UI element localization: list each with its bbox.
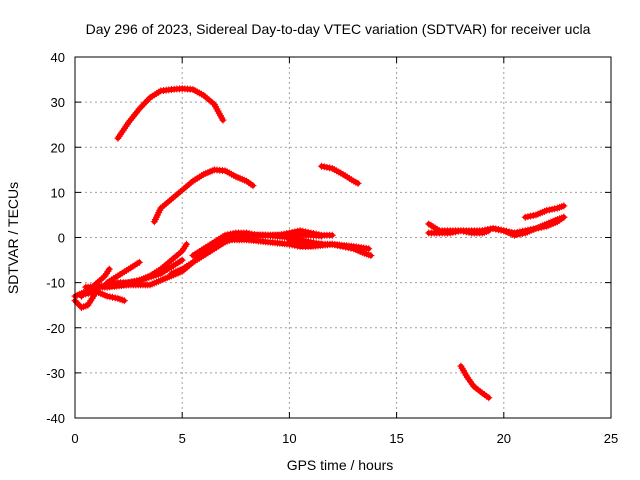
y-tick-label: -40 — [46, 411, 65, 426]
series-arc-20 — [457, 362, 493, 402]
plus-markers — [285, 236, 375, 260]
x-tick-label: 15 — [389, 431, 403, 446]
x-tick-label: 10 — [282, 431, 296, 446]
series-arc-8 — [103, 258, 143, 287]
y-tick-label: -30 — [46, 366, 65, 381]
y-tick-label: 10 — [51, 185, 65, 200]
series-arc-10 — [135, 240, 190, 284]
plus-markers — [478, 213, 568, 239]
plus-markers — [318, 162, 362, 187]
y-tick-label: -10 — [46, 276, 65, 291]
plus-markers — [114, 85, 227, 142]
chart-title: Day 296 of 2023, Sidereal Day-to-day VTE… — [86, 21, 591, 37]
x-tick-label: 0 — [71, 431, 78, 446]
series-arc-1 — [114, 85, 227, 142]
y-tick-label: 40 — [51, 50, 65, 65]
data-layer — [71, 85, 568, 402]
series-line — [104, 259, 142, 286]
grid — [75, 57, 611, 418]
series-arc-19 — [521, 202, 568, 221]
y-axis-label: SDTVAR / TECUs — [5, 182, 21, 294]
x-tick-label: 5 — [179, 431, 186, 446]
y-tick-label: 30 — [51, 95, 65, 110]
plus-markers — [135, 240, 190, 284]
series-arc-3 — [318, 162, 362, 187]
x-tick-label: 25 — [604, 431, 618, 446]
plus-markers — [103, 258, 143, 287]
plus-markers — [457, 362, 493, 402]
series-arc-7 — [77, 265, 113, 300]
y-tick-label: 20 — [51, 140, 65, 155]
ticks: 0 5 10 15 20 25 -40 -30 -20 -10 0 10 20 30 40 — [46, 50, 618, 446]
plus-markers — [189, 227, 336, 260]
y-tick-label: 0 — [58, 231, 65, 246]
y-tick-label: -20 — [46, 321, 65, 336]
x-tick-label: 20 — [497, 431, 511, 446]
plus-markers — [521, 202, 568, 221]
series-arc-15 — [285, 236, 375, 260]
x-axis-label: GPS time / hours — [287, 457, 394, 473]
series-arc-18 — [478, 213, 568, 239]
series-arc-13 — [189, 227, 336, 260]
plus-markers — [150, 166, 257, 226]
series-arc-2 — [150, 166, 257, 226]
